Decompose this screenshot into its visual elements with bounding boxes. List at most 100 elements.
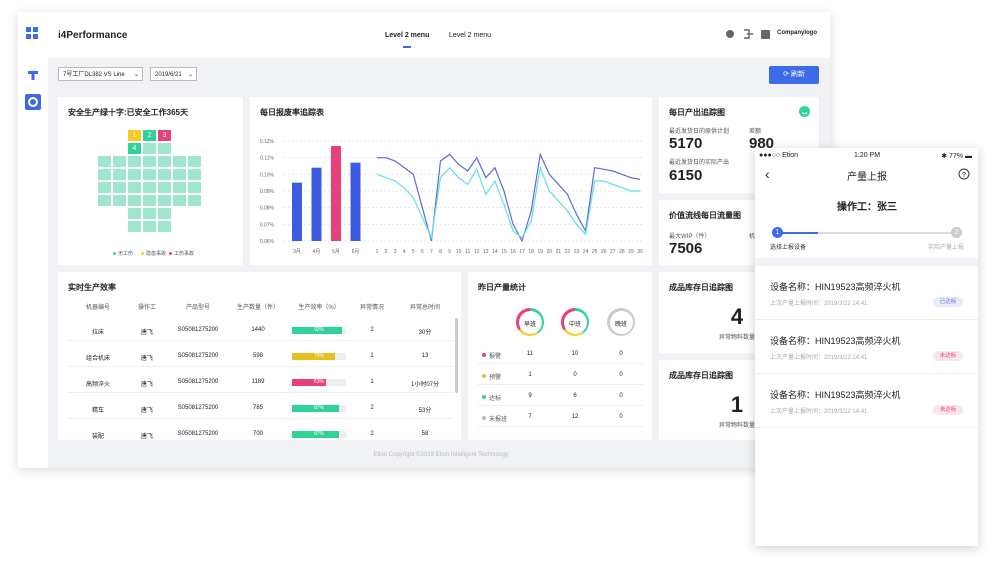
inventory-count: 4 <box>730 304 744 329</box>
legend-dot <box>169 252 172 255</box>
x-tick-label: 3 <box>394 249 397 255</box>
table-cell: 装配 <box>91 434 105 440</box>
bar <box>350 162 361 241</box>
legend-dot <box>113 252 116 255</box>
table-cell: S05081275200 <box>177 353 219 359</box>
row-separator <box>478 426 643 427</box>
progress-label: 63% <box>313 379 325 385</box>
y-tick-label: 0.08% <box>260 206 275 212</box>
app-title: i4Performance <box>58 30 128 41</box>
x-tick-label: 1 <box>376 249 379 255</box>
nav-icon[interactable] <box>25 94 41 110</box>
cross-cell <box>158 169 171 180</box>
table-cell: 1 <box>370 353 374 359</box>
cross-cell <box>158 156 171 167</box>
table-cell: 唐飞 <box>140 408 154 414</box>
stat-value: 980 <box>749 135 775 152</box>
panel-title: 价值流线每日流量图 <box>669 211 741 220</box>
menu-item[interactable]: Level 2 menu <box>449 32 492 39</box>
shift-ring <box>561 308 589 336</box>
cross-cell <box>128 195 141 206</box>
step-dot: 1 <box>772 227 783 238</box>
row-separator <box>755 319 978 320</box>
nav-icon[interactable] <box>27 69 39 81</box>
cross-cell <box>158 195 171 206</box>
cross-cell <box>143 221 156 232</box>
help-button[interactable]: ? <box>958 168 970 180</box>
safety-panel: 安全生产绿十字:已安全工作365天 1 2 3 4 无工伤 隐患事故 工伤事故 <box>58 97 243 265</box>
status-name: 达标 <box>489 396 502 402</box>
shift-count: 0 <box>619 351 623 357</box>
toolbar-icons[interactable] <box>725 29 775 41</box>
progress-label: 92% <box>313 327 325 333</box>
cross-cell <box>188 169 201 180</box>
status-dot <box>482 374 486 378</box>
operator: 操作工：张三 <box>837 202 897 213</box>
cross-cell <box>128 156 141 167</box>
inventory-label: 异常物料数量 <box>718 423 756 429</box>
device-name[interactable]: 设备名称：HIN19523高频淬火机 <box>770 336 901 346</box>
bar <box>311 167 322 241</box>
table-cell: 1 <box>370 379 374 385</box>
device-name[interactable]: 设备名称：HIN19523高频淬火机 <box>770 390 901 400</box>
table-cell: 2 <box>370 431 374 437</box>
date-select[interactable]: 2019/6/21 ⌄ <box>150 67 197 81</box>
x-tick-label: 24 <box>583 249 589 255</box>
step-label: 选择上报设备 <box>770 245 807 251</box>
table-header: 生产数量（件） <box>236 305 280 311</box>
carrier: ●●●○○ Etion <box>759 152 799 159</box>
svg-text:?: ? <box>962 172 966 179</box>
cross-cell <box>98 195 111 206</box>
row-separator <box>68 340 453 341</box>
status-dot <box>482 395 486 399</box>
panel-title: 安全生产绿十字:已安全工作365天 <box>68 108 189 117</box>
table-cell: 唐飞 <box>140 434 154 440</box>
shift-count: 11 <box>526 351 534 357</box>
cross-cell <box>98 169 111 180</box>
cross-cell <box>158 221 171 232</box>
shift-ring <box>607 308 635 336</box>
line-select[interactable]: 7号工厂DL382 VS Line ⌄ <box>58 67 143 81</box>
device-name[interactable]: 设备名称：HIN19523高频淬火机 <box>770 282 901 292</box>
battery: ✱ 77% ▬ <box>941 153 972 160</box>
apps-icon[interactable] <box>26 27 38 39</box>
step-label: 实际产量上报 <box>927 245 964 251</box>
refresh-button[interactable]: ⟳ 刷新 <box>769 66 819 84</box>
cross-cell <box>113 182 126 193</box>
cross-cell <box>188 195 201 206</box>
x-tick-label: 20 <box>547 249 553 255</box>
shift-ring-inner <box>563 310 587 334</box>
x-tick-label: 5月 <box>332 249 340 255</box>
status-badge: 已达标 <box>933 297 963 307</box>
legend-dot <box>141 252 144 255</box>
device-time: 上次产量上报时间：2019/3/22 14:41 <box>770 409 868 415</box>
table-header: 产品型号 <box>185 305 211 311</box>
screen-title: 产量上报 <box>847 172 887 183</box>
status-name: 预警 <box>489 375 502 381</box>
table-cell: S05081275200 <box>177 405 219 411</box>
progress-bar <box>292 353 335 360</box>
cross-cell <box>143 182 156 193</box>
table-header: 生产效率（%） <box>298 305 340 311</box>
x-tick-label: 28 <box>619 249 625 255</box>
x-tick-label: 5 <box>412 249 415 255</box>
device-time: 上次产量上报时间：2019/3/22 14:41 <box>770 355 868 361</box>
table-cell: 30分 <box>418 330 432 336</box>
table-cell: 1189 <box>251 379 265 385</box>
x-tick-label: 9 <box>448 249 451 255</box>
stat-label: 最近发货日的实际产出 <box>669 160 730 166</box>
menu-item[interactable]: Level 2 menu <box>385 32 430 39</box>
stat-value: 6150 <box>669 167 703 184</box>
back-button[interactable]: ‹ <box>765 166 770 182</box>
sidebar <box>18 12 48 468</box>
scrollbar[interactable] <box>455 318 458 393</box>
yesterday-panel: 昨日产量统计 早班 中班 晚班 报警 11 10 0 预警 1 0 0 达标 9 6 0 未报班 7 12 0 <box>468 272 652 440</box>
scrap-panel: 每日报废率追踪表 0.12% 0.11% 0.10% 0.09% 0.08% 0.07% 0.… <box>250 97 652 265</box>
status-badge: 未达标 <box>933 405 963 415</box>
table-cell: S05081275200 <box>177 327 219 333</box>
inventory-label: 异常物料数量 <box>718 335 756 341</box>
step-dot: 2 <box>951 227 962 238</box>
panel-title: 成品库存日追踪图 <box>669 283 733 292</box>
refresh-label: 刷新 <box>790 71 805 78</box>
cross-cell <box>158 208 171 219</box>
